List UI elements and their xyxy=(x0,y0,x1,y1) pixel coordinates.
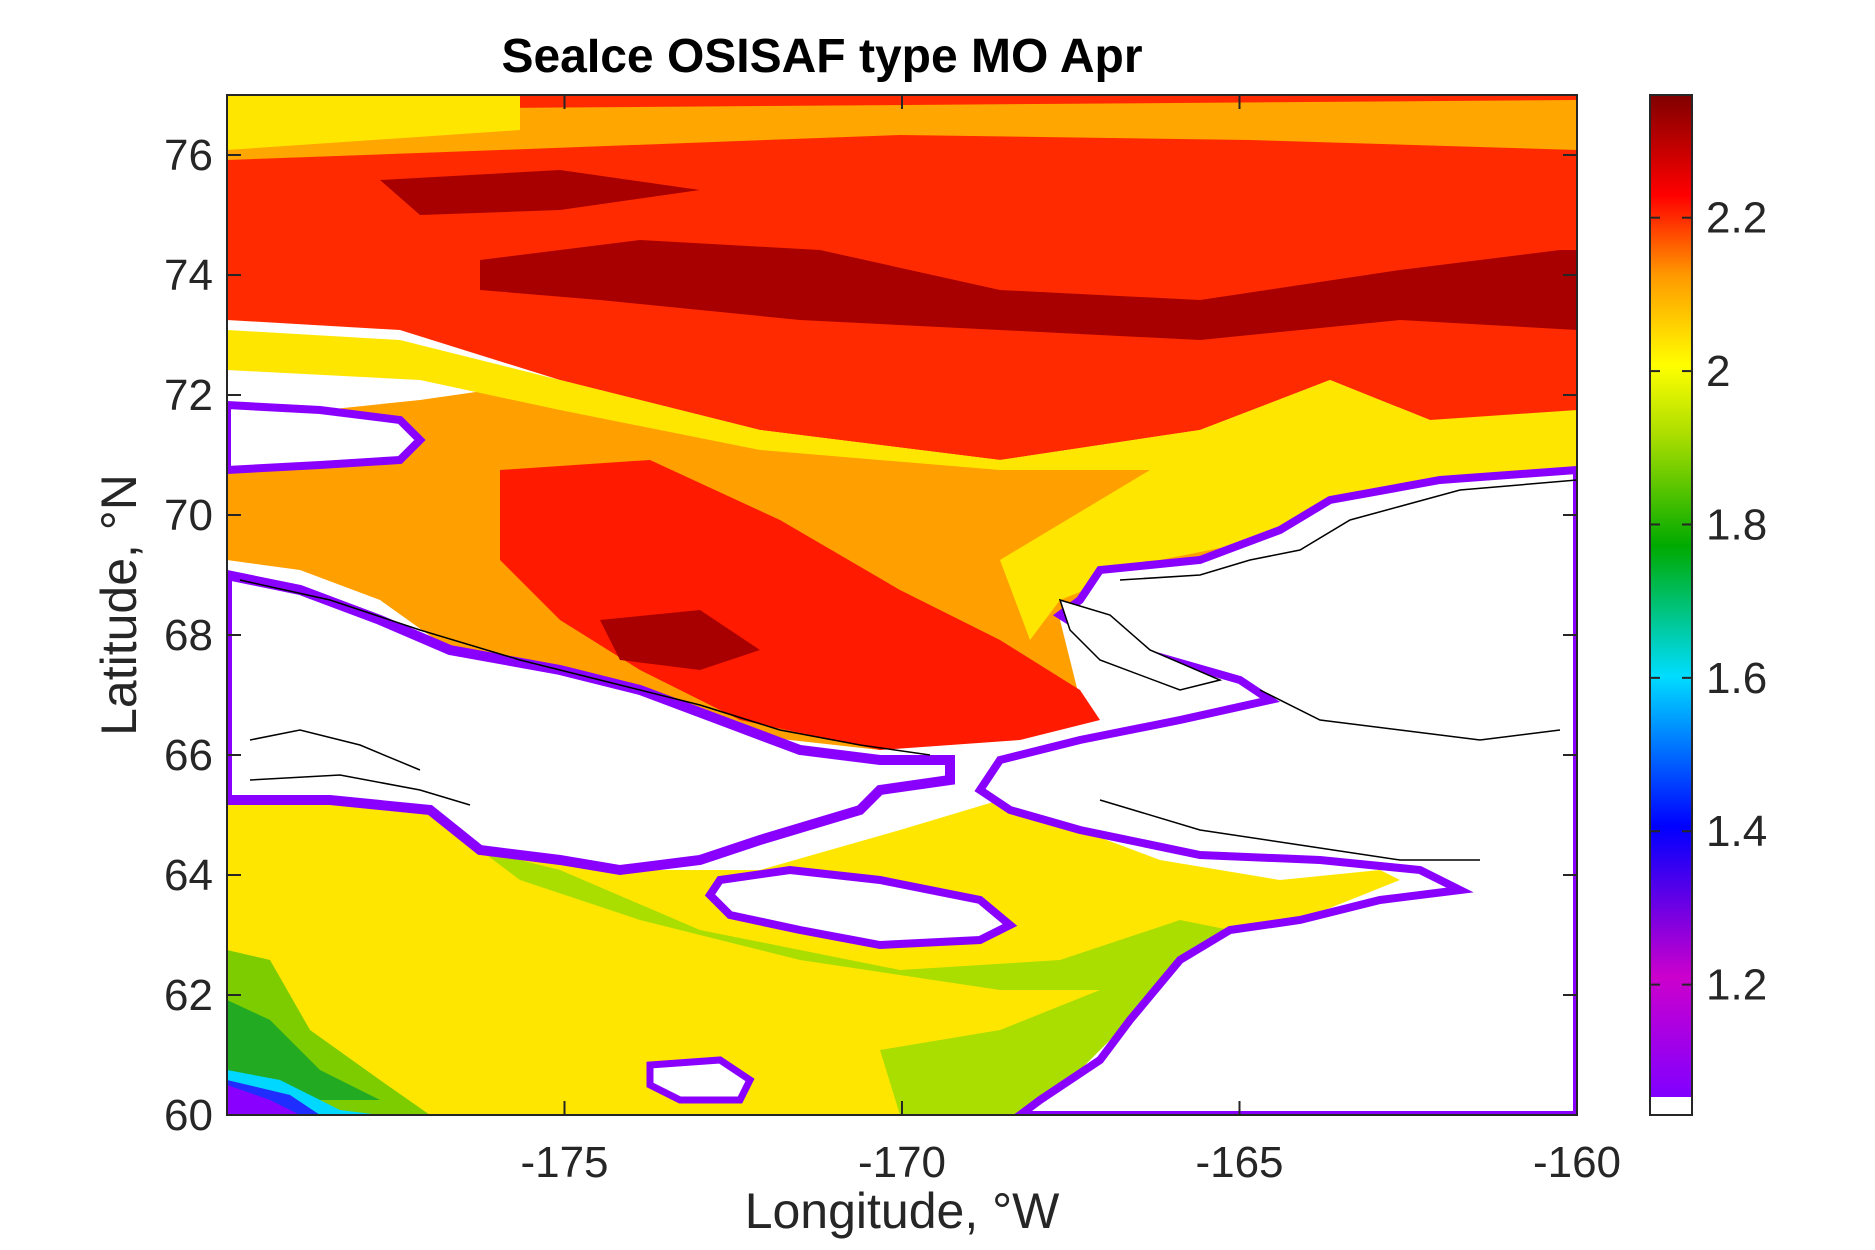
colorbar: 1.2 1.4 1.6 1.8 2 2.2 xyxy=(1649,94,1767,1116)
colorbar-tick-label: 2.2 xyxy=(1706,194,1767,243)
x-tick-label: -170 xyxy=(858,1138,946,1187)
region-yellow-band-mid xyxy=(227,330,1577,640)
land-seward-inlet xyxy=(1058,598,1223,691)
coastline-chukotka xyxy=(239,579,931,806)
plot-area xyxy=(227,95,1577,1115)
colorbar-tick-label: 1.4 xyxy=(1706,807,1767,856)
chart-title: SeaIce OSISAF type MO Apr xyxy=(501,30,1142,83)
region-bering-southwest-deepgreen xyxy=(227,1000,380,1100)
region-dark-core-north-2 xyxy=(380,170,700,215)
colorbar-tick-label: 1.8 xyxy=(1706,500,1767,549)
coastline-alaska xyxy=(1099,479,1577,861)
y-tick-label: 66 xyxy=(164,731,213,780)
colorbar-land-swatch xyxy=(1650,1097,1692,1115)
y-tick-label: 76 xyxy=(164,131,213,180)
land-wrangel-island xyxy=(227,400,426,475)
y-tick-label: 74 xyxy=(164,251,213,300)
land-chukotka xyxy=(227,569,955,876)
colorbar-gradient xyxy=(1650,95,1692,1097)
x-tick-label: -175 xyxy=(520,1138,608,1187)
region-bering-southwest-purple xyxy=(227,1085,300,1115)
region-chukchi-red-core xyxy=(500,460,1100,750)
region-bering-green xyxy=(480,850,1230,1115)
y-axis-label: Latitude, °N xyxy=(91,474,147,736)
x-tick-label: -160 xyxy=(1533,1138,1621,1187)
x-axis: -175 -170 -165 -160 xyxy=(520,95,1621,1187)
region-chukchi-dark-core xyxy=(600,610,760,670)
land-st-matthew-island xyxy=(646,1056,755,1104)
x-tick-label: -165 xyxy=(1195,1138,1283,1187)
colorbar-ticks: 1.2 1.4 1.6 1.8 2 2.2 xyxy=(1650,194,1767,1010)
y-tick-label: 62 xyxy=(164,971,213,1020)
y-tick-label: 70 xyxy=(164,491,213,540)
region-orange-band-north xyxy=(227,100,1577,160)
y-tick-label: 64 xyxy=(164,851,213,900)
colorbar-frame xyxy=(1649,94,1693,1116)
colorbar-tick-label: 2 xyxy=(1706,347,1730,396)
y-tick-label: 72 xyxy=(164,371,213,420)
y-axis: 60 62 64 66 68 70 72 74 76 xyxy=(164,131,1577,1140)
colorbar-tick-label: 1.6 xyxy=(1706,654,1767,703)
y-tick-label: 68 xyxy=(164,611,213,660)
land-st-lawrence-island xyxy=(704,865,1018,950)
y-tick-label: 60 xyxy=(164,1091,213,1140)
x-axis-label: Longitude, °W xyxy=(745,1183,1060,1239)
colorbar-tick-label: 1.2 xyxy=(1706,961,1767,1010)
region-dark-core-north xyxy=(480,240,1577,340)
region-yellow-nw xyxy=(227,95,520,150)
